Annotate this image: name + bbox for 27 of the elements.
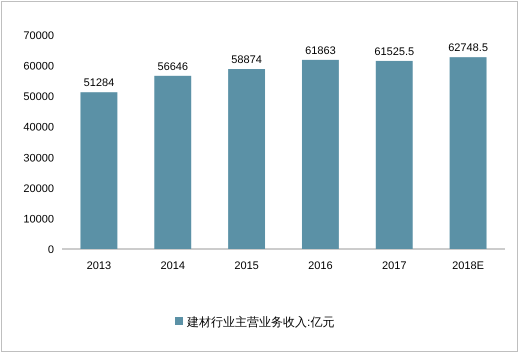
y-tick-label: 70000 bbox=[23, 30, 54, 42]
x-tick-label: 2015 bbox=[234, 260, 259, 272]
y-tick-label: 60000 bbox=[23, 60, 54, 73]
legend-label: 建材行业主营业务收入:亿元 bbox=[186, 315, 334, 329]
bar bbox=[154, 76, 192, 249]
bar bbox=[228, 69, 266, 249]
x-tick-label: 2016 bbox=[308, 260, 333, 272]
data-label: 61525.5 bbox=[374, 46, 414, 58]
data-label: 56646 bbox=[157, 60, 188, 73]
x-tick-label: 2013 bbox=[86, 260, 112, 272]
bar bbox=[450, 57, 487, 249]
data-label: 62748.5 bbox=[448, 42, 488, 54]
x-tick-label: 2014 bbox=[160, 260, 185, 272]
y-tick-label: 40000 bbox=[23, 122, 54, 134]
y-tick-label: 10000 bbox=[23, 213, 54, 226]
y-tick-label: 50000 bbox=[23, 91, 54, 104]
y-tick-label: 0 bbox=[48, 244, 54, 256]
data-label: 61863 bbox=[305, 44, 336, 57]
bar bbox=[80, 92, 118, 249]
data-label: 51284 bbox=[84, 77, 114, 90]
x-tick-label: 2017 bbox=[382, 260, 406, 272]
bar bbox=[376, 60, 413, 249]
bar bbox=[302, 60, 339, 249]
x-tick-label: 2018E bbox=[452, 260, 484, 272]
y-tick-label: 20000 bbox=[23, 182, 54, 195]
data-label: 58874 bbox=[231, 54, 262, 66]
y-tick-label: 30000 bbox=[23, 152, 54, 164]
